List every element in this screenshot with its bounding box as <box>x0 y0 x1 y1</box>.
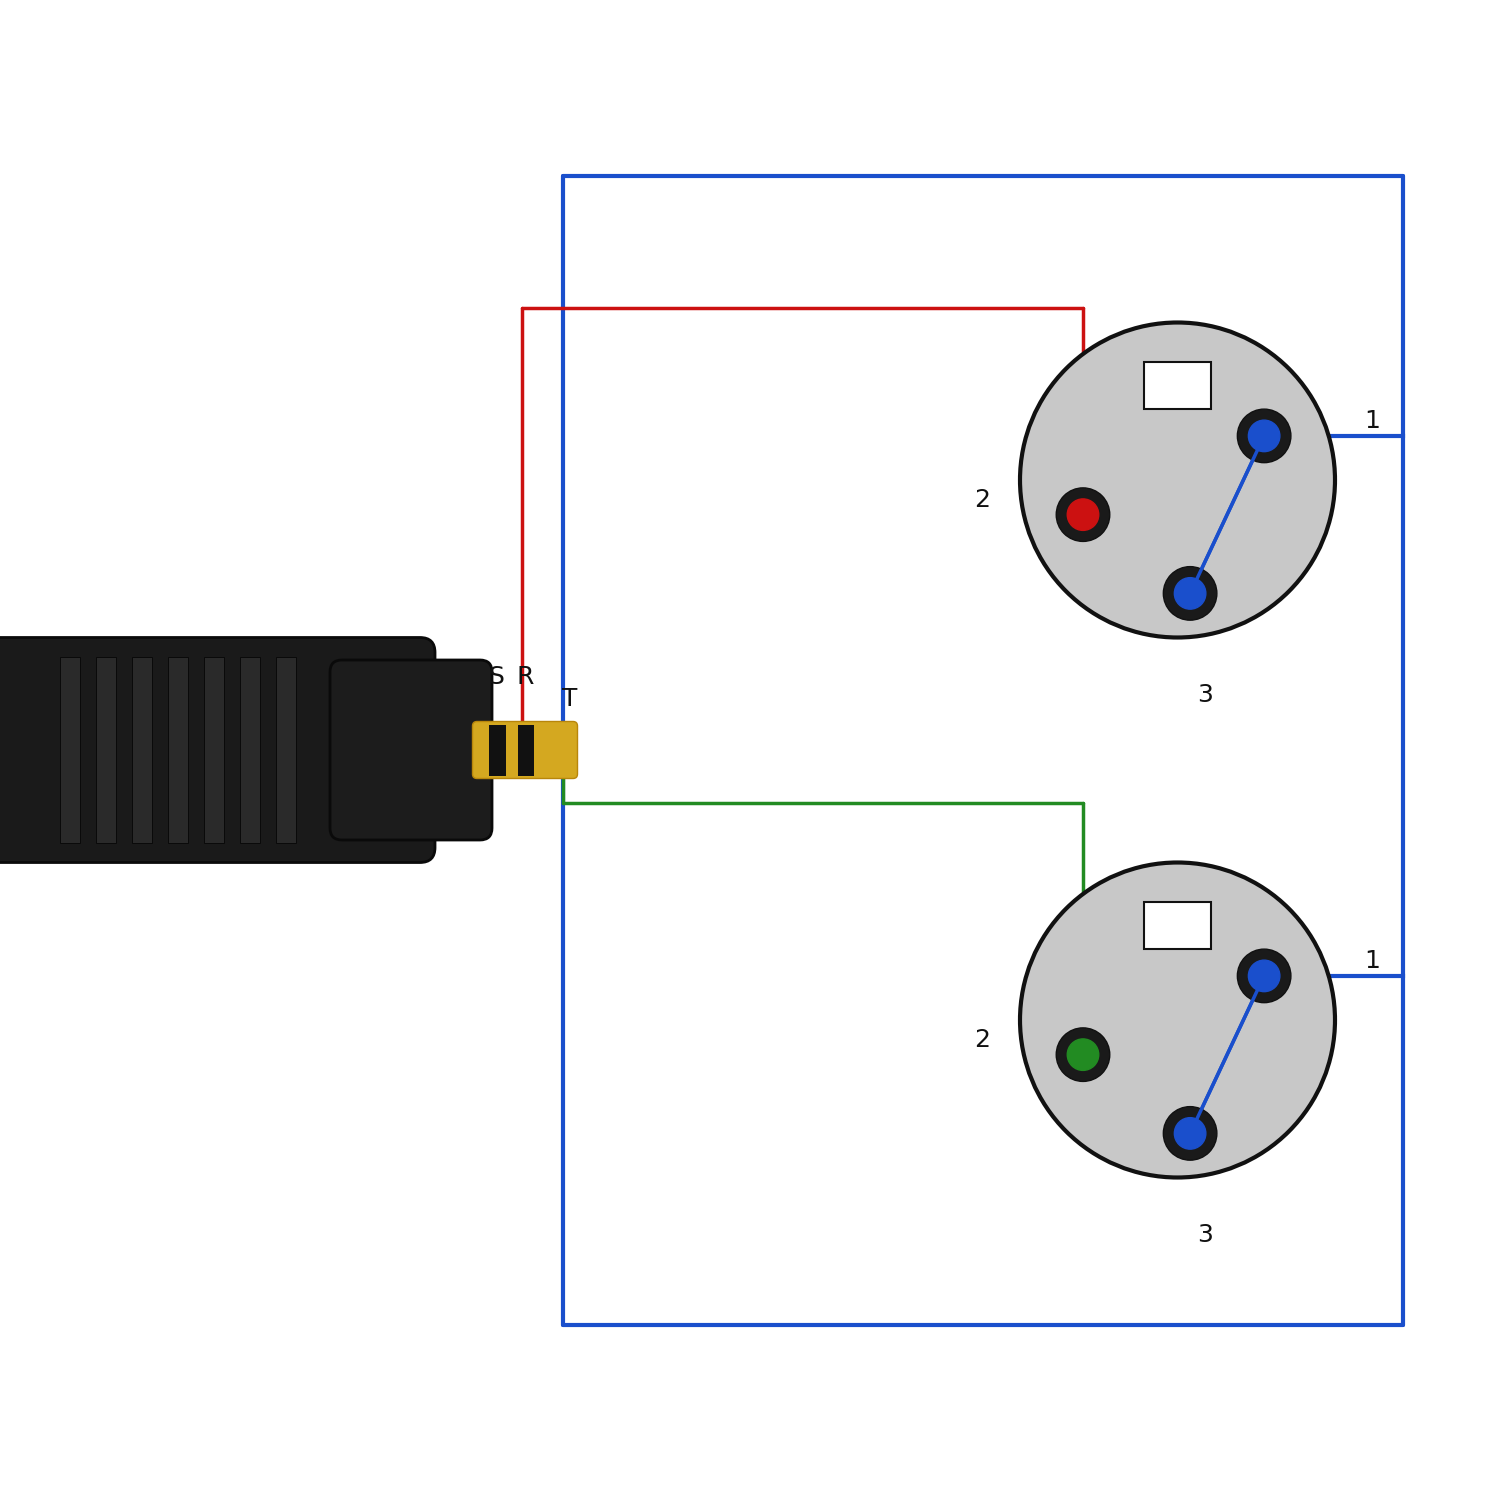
Circle shape <box>1238 950 1292 1002</box>
Circle shape <box>1056 488 1110 542</box>
Bar <box>1144 362 1210 410</box>
Bar <box>1144 902 1210 950</box>
Circle shape <box>1068 1040 1098 1071</box>
Circle shape <box>1164 567 1216 620</box>
Circle shape <box>1174 1118 1206 1149</box>
FancyBboxPatch shape <box>0 638 435 862</box>
Circle shape <box>1248 420 1280 452</box>
Circle shape <box>1164 1107 1216 1160</box>
Text: T: T <box>562 687 578 711</box>
Bar <box>168 657 188 843</box>
Circle shape <box>1020 322 1335 638</box>
Text: 2: 2 <box>975 1028 990 1051</box>
Bar <box>276 657 296 843</box>
Circle shape <box>1248 960 1280 992</box>
Circle shape <box>1020 862 1335 1178</box>
Text: 3: 3 <box>1197 1222 1214 1246</box>
Circle shape <box>1056 1028 1110 1081</box>
Text: 1: 1 <box>1365 410 1380 434</box>
Bar <box>204 657 224 843</box>
Bar <box>96 657 116 843</box>
FancyBboxPatch shape <box>330 660 492 840</box>
Bar <box>518 724 534 776</box>
Bar <box>60 657 80 843</box>
Text: 3: 3 <box>1197 682 1214 706</box>
Circle shape <box>1238 410 1292 462</box>
Bar <box>240 657 260 843</box>
Bar <box>489 724 506 776</box>
Text: R: R <box>516 664 534 688</box>
FancyBboxPatch shape <box>472 722 578 778</box>
Bar <box>132 657 152 843</box>
Text: 1: 1 <box>1365 950 1380 974</box>
Text: S: S <box>489 664 504 688</box>
Circle shape <box>1068 500 1098 531</box>
Circle shape <box>1174 578 1206 609</box>
Text: 2: 2 <box>975 488 990 512</box>
